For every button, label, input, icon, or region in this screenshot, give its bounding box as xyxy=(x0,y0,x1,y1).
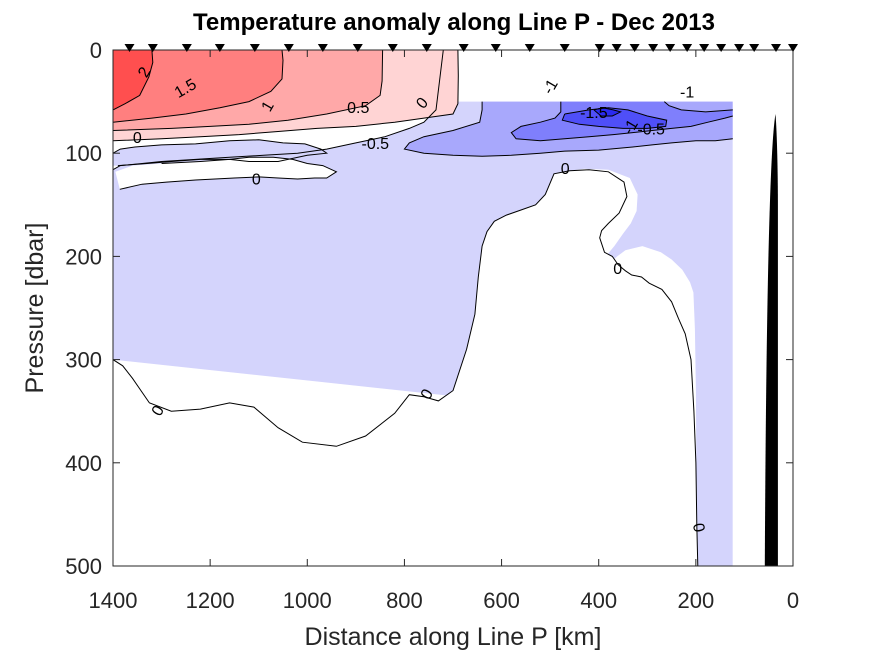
contour-line-0.5 xyxy=(113,50,459,142)
contour-line-0 xyxy=(113,50,444,171)
contour-line--0.5 xyxy=(403,101,733,157)
contour-line--1 xyxy=(663,101,733,113)
station-marker xyxy=(665,44,676,52)
y-axis-ticks: 0 100 200 300 400 500 xyxy=(65,38,793,579)
station-marker xyxy=(352,44,363,52)
region-m0.5-0-main xyxy=(113,101,733,566)
station-marker xyxy=(283,44,294,52)
contour-line--1.5 xyxy=(561,107,668,129)
contour-line-2 xyxy=(113,50,154,111)
station-marker xyxy=(716,44,727,52)
x-axis-ticks: 1400 1200 1000 800 600 400 200 0 xyxy=(89,50,799,613)
contour-label: 0 xyxy=(252,171,261,188)
station-marker xyxy=(124,44,135,52)
station-marker xyxy=(771,44,781,52)
x-axis-label: Distance along Line P [km] xyxy=(305,623,602,651)
y-tick-label: 400 xyxy=(65,451,102,476)
y-tick-label: 0 xyxy=(90,38,102,63)
x-tick-label: 1200 xyxy=(186,588,235,613)
station-marker xyxy=(249,44,260,52)
contour-label: 0.5 xyxy=(347,100,369,117)
contour-line--2 xyxy=(593,107,623,117)
contour-label: -0.5 xyxy=(637,122,665,139)
x-tick-label: 1400 xyxy=(89,588,138,613)
station-marker xyxy=(699,44,710,52)
contour-line-1.5 xyxy=(113,50,284,123)
station-marker xyxy=(788,44,798,52)
contour-line-0 xyxy=(119,156,338,190)
contour-label: -0.5 xyxy=(361,136,389,153)
plot-frame xyxy=(112,49,794,567)
contour-line-1 xyxy=(113,50,384,131)
y-tick-label: 500 xyxy=(65,554,102,579)
contour-line--1 xyxy=(510,101,733,142)
station-marker xyxy=(524,44,535,52)
x-tick-label: 200 xyxy=(677,588,714,613)
station-marker xyxy=(734,44,745,52)
x-tick-label: 400 xyxy=(580,588,617,613)
station-marker xyxy=(559,44,570,52)
station-marker xyxy=(181,44,192,52)
x-tick-label: 600 xyxy=(483,588,520,613)
station-marker xyxy=(214,44,225,52)
station-marker xyxy=(629,44,640,52)
y-tick-label: 100 xyxy=(65,141,102,166)
contour-label: -1.5 xyxy=(580,105,608,122)
station-marker xyxy=(490,44,501,52)
axes: 1400 1200 1000 800 600 400 200 0 0 100 200 300 400 5… xyxy=(65,38,799,613)
x-tick-label: 800 xyxy=(386,588,423,613)
chart-title: Temperature anomaly along Line P - Dec 2… xyxy=(193,9,715,36)
y-axis-label: Pressure [dbar] xyxy=(21,223,49,394)
contour-lines xyxy=(113,50,733,566)
contour-label: 0 xyxy=(133,130,142,147)
station-marker xyxy=(458,44,469,52)
bathymetry-seafloor xyxy=(764,113,778,566)
station-marker xyxy=(749,44,760,52)
region-gt-2 xyxy=(113,50,153,110)
station-marker xyxy=(648,44,659,52)
y-tick-label: 300 xyxy=(65,348,102,373)
contour-line-0 xyxy=(113,139,329,167)
region-1.5-2 xyxy=(113,50,283,123)
station-marker xyxy=(147,44,158,52)
contour-fills xyxy=(113,50,793,566)
station-marker xyxy=(421,44,432,52)
contour-label: 0 xyxy=(689,522,707,534)
station-marker xyxy=(594,44,605,52)
no-data-column xyxy=(732,50,793,566)
region-m2-m1.5 xyxy=(562,107,667,129)
contour-label: -1 xyxy=(680,85,694,102)
x-tick-label: 0 xyxy=(787,588,799,613)
contour-label: 0 xyxy=(613,261,622,278)
contour-line-0 xyxy=(113,169,699,566)
station-markers xyxy=(124,44,798,52)
x-tick-label: 1000 xyxy=(283,588,332,613)
station-marker xyxy=(317,44,328,52)
y-tick-label: 200 xyxy=(65,244,102,269)
region-lt-m2 xyxy=(593,107,621,116)
station-marker xyxy=(387,44,398,52)
station-marker xyxy=(682,44,693,52)
station-marker xyxy=(611,44,622,52)
region-0-0.5-pocket-deep xyxy=(113,169,698,566)
contour-label: 0 xyxy=(561,161,570,178)
